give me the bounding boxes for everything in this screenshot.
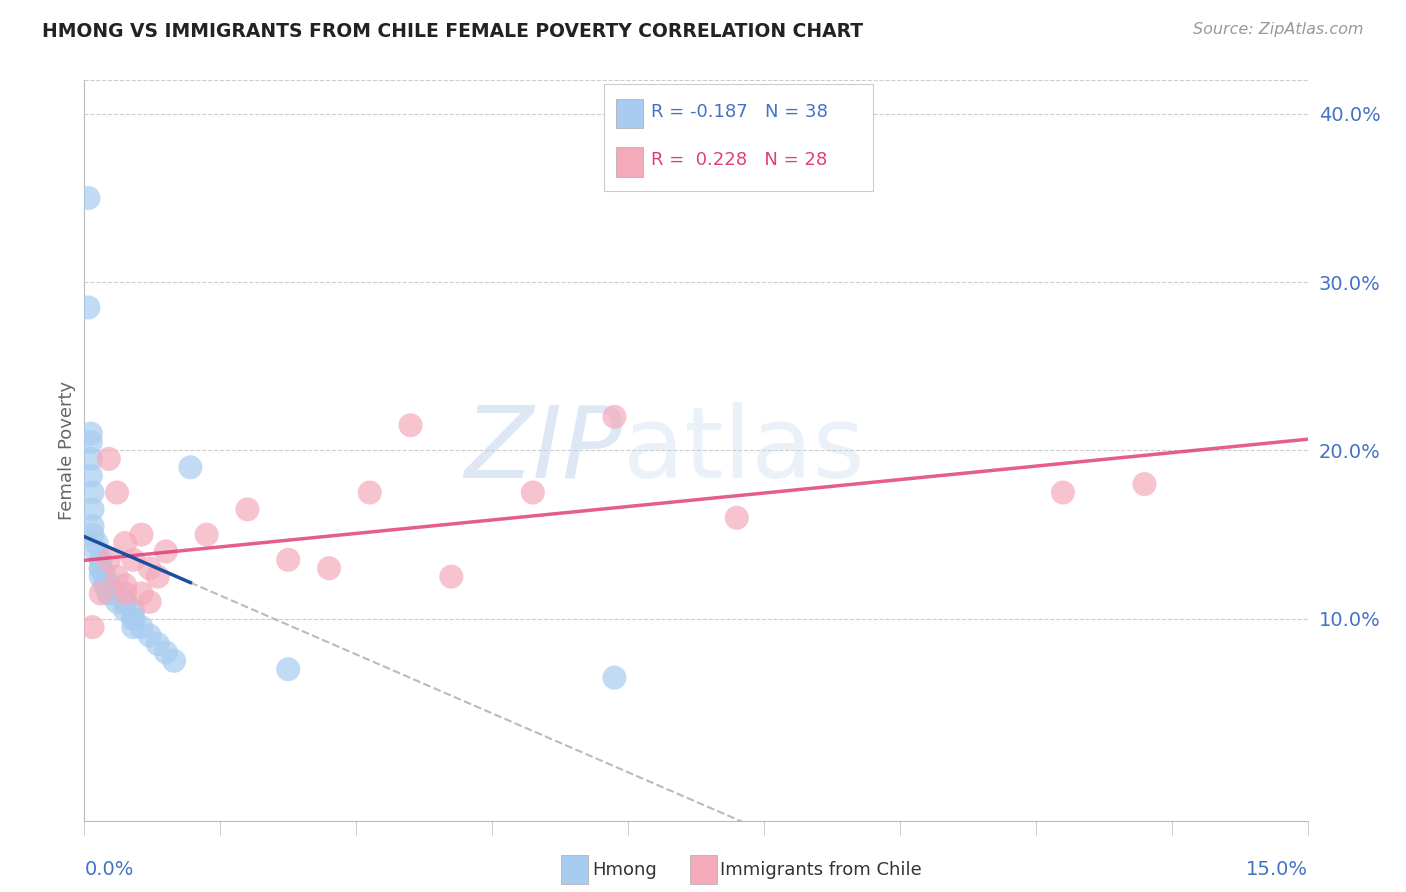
- Point: [77, 301, 100, 315]
- Point: [82, 527, 104, 541]
- Point: [131, 586, 153, 600]
- Point: [725, 510, 748, 524]
- Point: [603, 671, 626, 685]
- Point: [82, 502, 104, 516]
- Point: [440, 569, 463, 583]
- Y-axis label: Female Poverty: Female Poverty: [58, 381, 76, 520]
- Point: [122, 603, 145, 617]
- Point: [522, 485, 544, 500]
- Point: [122, 612, 145, 626]
- Point: [179, 460, 201, 475]
- Point: [603, 409, 626, 424]
- Point: [1052, 485, 1074, 500]
- Text: Source: ZipAtlas.com: Source: ZipAtlas.com: [1194, 22, 1364, 37]
- Point: [359, 485, 381, 500]
- Point: [146, 569, 169, 583]
- Point: [93, 569, 115, 583]
- Point: [105, 569, 128, 583]
- Point: [105, 485, 128, 500]
- Point: [90, 569, 112, 583]
- Point: [97, 586, 120, 600]
- Bar: [690, 855, 717, 884]
- Point: [97, 451, 120, 466]
- Point: [131, 527, 153, 541]
- Point: [114, 595, 136, 609]
- Point: [93, 578, 115, 592]
- Point: [114, 595, 136, 609]
- Bar: [616, 99, 644, 128]
- Point: [138, 561, 160, 575]
- Point: [138, 595, 160, 609]
- Point: [163, 654, 186, 668]
- Point: [114, 536, 136, 550]
- Point: [131, 620, 153, 634]
- Point: [90, 561, 112, 575]
- Point: [399, 418, 422, 433]
- Point: [114, 603, 136, 617]
- Bar: [616, 147, 644, 177]
- Point: [90, 561, 112, 575]
- Point: [86, 544, 108, 558]
- Point: [146, 637, 169, 651]
- Point: [277, 553, 299, 567]
- Point: [97, 578, 120, 592]
- Point: [236, 502, 259, 516]
- Point: [77, 191, 100, 205]
- Point: [114, 586, 136, 600]
- Point: [105, 595, 128, 609]
- Point: [1133, 477, 1156, 491]
- Point: [80, 426, 103, 441]
- Point: [122, 620, 145, 634]
- Point: [138, 628, 160, 642]
- Point: [122, 553, 145, 567]
- Point: [122, 612, 145, 626]
- Point: [318, 561, 340, 575]
- Text: Hmong: Hmong: [592, 861, 657, 879]
- Point: [155, 645, 177, 659]
- Text: atlas: atlas: [623, 402, 865, 499]
- Point: [97, 553, 120, 567]
- Point: [90, 586, 112, 600]
- Point: [80, 435, 103, 450]
- Point: [97, 586, 120, 600]
- Point: [80, 468, 103, 483]
- Point: [82, 620, 104, 634]
- Point: [82, 485, 104, 500]
- FancyBboxPatch shape: [605, 84, 873, 191]
- Text: 15.0%: 15.0%: [1246, 860, 1308, 879]
- Point: [86, 536, 108, 550]
- Text: R = -0.187   N = 38: R = -0.187 N = 38: [651, 103, 828, 121]
- Text: HMONG VS IMMIGRANTS FROM CHILE FEMALE POVERTY CORRELATION CHART: HMONG VS IMMIGRANTS FROM CHILE FEMALE PO…: [42, 22, 863, 41]
- Point: [195, 527, 218, 541]
- Point: [90, 553, 112, 567]
- Text: 0.0%: 0.0%: [84, 860, 134, 879]
- Bar: [561, 855, 588, 884]
- Text: Immigrants from Chile: Immigrants from Chile: [720, 861, 922, 879]
- Text: ZIP: ZIP: [464, 402, 623, 499]
- Point: [105, 586, 128, 600]
- Point: [80, 451, 103, 466]
- Point: [155, 544, 177, 558]
- Point: [114, 578, 136, 592]
- Point: [82, 519, 104, 533]
- Text: R =  0.228   N = 28: R = 0.228 N = 28: [651, 152, 827, 169]
- Point: [277, 662, 299, 676]
